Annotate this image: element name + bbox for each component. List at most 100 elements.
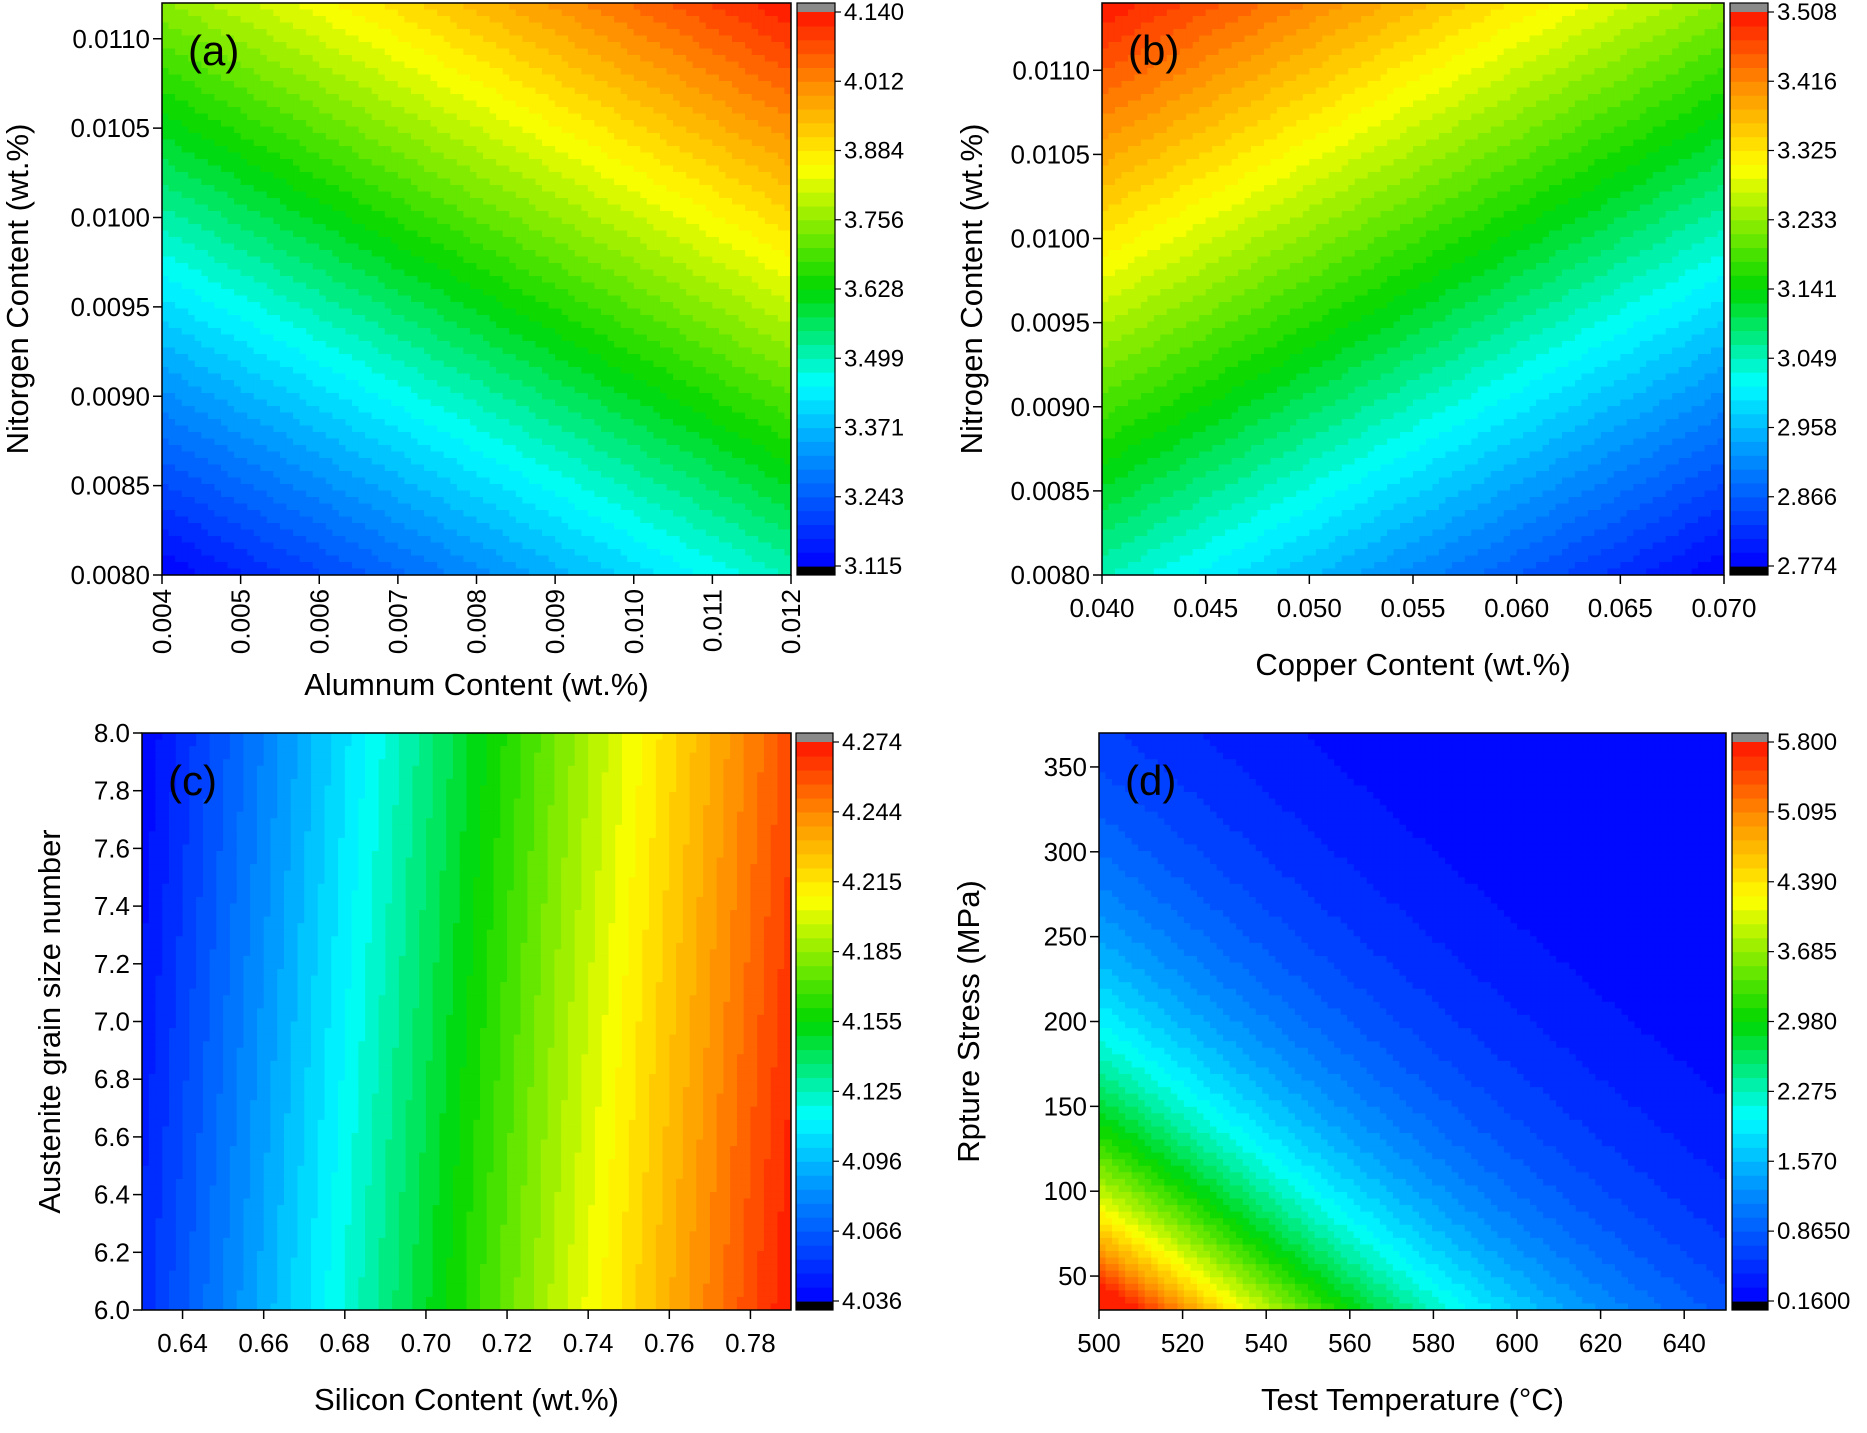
- heatmap-cell: [522, 178, 530, 186]
- heatmap-cell: [424, 146, 432, 154]
- heatmap-cell: [384, 503, 392, 511]
- heatmap-cell: [194, 464, 202, 472]
- heatmap-cell: [194, 529, 202, 537]
- heatmap-cell: [378, 477, 386, 485]
- heatmap-cell: [424, 289, 432, 297]
- heatmap-cell: [175, 165, 183, 173]
- heatmap-cell: [319, 490, 327, 498]
- heatmap-cell: [365, 48, 373, 56]
- heatmap-cell: [509, 178, 517, 186]
- heatmap-cell: [207, 354, 216, 362]
- heatmap-cell: [220, 211, 229, 219]
- heatmap-cell: [345, 172, 353, 180]
- heatmap-cell: [279, 458, 288, 466]
- heatmap-cell: [240, 16, 248, 24]
- heatmap-cell: [293, 55, 301, 63]
- heatmap-cell: [266, 282, 274, 290]
- heatmap-cell: [279, 542, 288, 550]
- heatmap-cell: [319, 497, 327, 505]
- heatmap-cell: [384, 152, 392, 160]
- heatmap-cell: [214, 94, 222, 102]
- heatmap-cell: [496, 555, 504, 563]
- heatmap-cell: [286, 61, 294, 69]
- heatmap-cell: [450, 529, 458, 537]
- heatmap-cell: [352, 120, 360, 128]
- heatmap-cell: [522, 367, 530, 375]
- heatmap-cell: [188, 328, 196, 336]
- heatmap-cell: [273, 172, 281, 180]
- heatmap-cell: [319, 3, 327, 11]
- heatmap-cell: [515, 497, 523, 505]
- heatmap-cell: [515, 263, 523, 271]
- heatmap-cell: [489, 373, 497, 381]
- heatmap-cell: [227, 536, 235, 544]
- heatmap-cell: [266, 464, 274, 472]
- heatmap-cell: [286, 555, 294, 563]
- heatmap-cell: [437, 523, 445, 531]
- heatmap-cell: [319, 367, 327, 375]
- heatmap-cell: [306, 152, 314, 160]
- heatmap-cell: [338, 510, 347, 518]
- heatmap-cell: [404, 373, 412, 381]
- heatmap-cell: [476, 568, 484, 575]
- heatmap-cell: [463, 568, 471, 575]
- heatmap-cell: [260, 237, 268, 245]
- heatmap-cell: [469, 373, 478, 381]
- heatmap-cell: [476, 159, 484, 167]
- heatmap-cell: [476, 243, 484, 251]
- heatmap-cell: [299, 536, 307, 544]
- heatmap-cell: [404, 289, 412, 297]
- heatmap-cell: [469, 120, 478, 128]
- heatmap-cell: [476, 48, 484, 56]
- heatmap-cell: [273, 276, 281, 284]
- heatmap-cell: [496, 48, 504, 56]
- heatmap-cell: [410, 256, 419, 264]
- heatmap-cell: [207, 191, 216, 199]
- heatmap-cell: [450, 412, 458, 420]
- heatmap-cell: [352, 269, 360, 277]
- heatmap-cell: [483, 360, 491, 368]
- heatmap-cell: [168, 399, 176, 407]
- heatmap-cell: [391, 9, 399, 17]
- heatmap-cell: [207, 211, 216, 219]
- heatmap-cell: [365, 321, 373, 329]
- heatmap-cell: [312, 139, 320, 147]
- heatmap-cell: [162, 458, 170, 466]
- heatmap-cell: [168, 55, 176, 63]
- heatmap-cell: [220, 373, 229, 381]
- heatmap-cell: [168, 87, 176, 95]
- heatmap-cell: [214, 81, 222, 89]
- heatmap-cell: [397, 198, 406, 206]
- heatmap-cell: [397, 113, 406, 121]
- heatmap-cell: [443, 3, 451, 11]
- heatmap-cell: [312, 334, 320, 342]
- heatmap-cell: [279, 432, 288, 440]
- heatmap-cell: [345, 308, 353, 316]
- heatmap-cell: [312, 386, 320, 394]
- heatmap-cell: [220, 458, 229, 466]
- heatmap-cell: [483, 458, 491, 466]
- heatmap-cell: [437, 334, 445, 342]
- heatmap-cell: [286, 341, 294, 349]
- heatmap-cell: [515, 406, 523, 414]
- heatmap-cell: [188, 16, 196, 24]
- heatmap-cell: [338, 315, 347, 323]
- heatmap-cell: [338, 568, 347, 575]
- heatmap-cell: [352, 61, 360, 69]
- heatmap-cell: [424, 516, 432, 524]
- heatmap-cell: [463, 289, 471, 297]
- heatmap-cell: [332, 146, 340, 154]
- heatmap-cell: [227, 542, 235, 550]
- heatmap-cell: [365, 9, 373, 17]
- heatmap-cell: [247, 445, 255, 453]
- heatmap-cell: [338, 204, 347, 212]
- heatmap-cell: [214, 133, 222, 141]
- heatmap-cell: [430, 419, 438, 427]
- heatmap-cell: [417, 536, 425, 544]
- heatmap-cell: [188, 536, 196, 544]
- heatmap-cell: [181, 549, 189, 557]
- heatmap-cell: [476, 120, 484, 128]
- heatmap-cell: [483, 510, 491, 518]
- heatmap-cell: [496, 302, 504, 310]
- heatmap-cell: [489, 399, 497, 407]
